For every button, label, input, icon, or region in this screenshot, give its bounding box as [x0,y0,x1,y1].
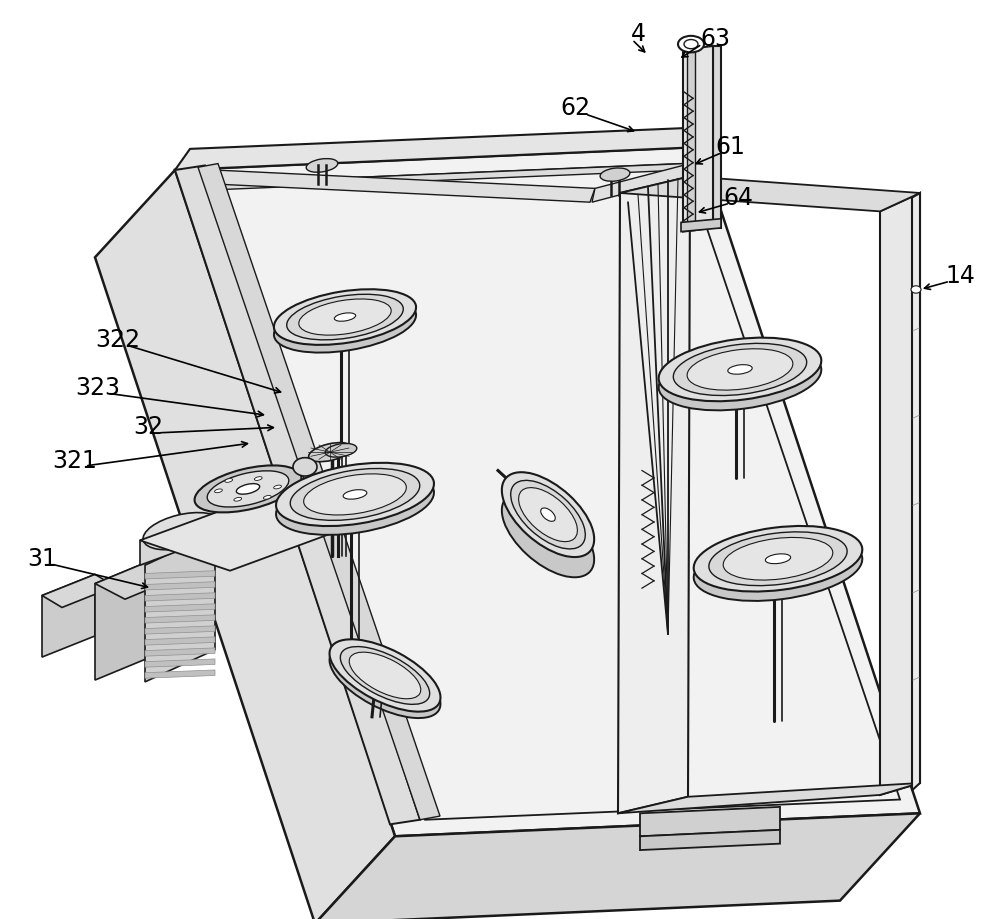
Ellipse shape [600,168,630,181]
Text: 64: 64 [723,186,753,210]
Polygon shape [880,193,920,795]
Polygon shape [618,783,920,813]
Ellipse shape [299,299,391,335]
Ellipse shape [684,40,698,49]
Polygon shape [145,604,215,612]
Ellipse shape [276,471,434,535]
Polygon shape [145,615,215,623]
Ellipse shape [207,471,289,507]
Polygon shape [145,593,215,601]
Ellipse shape [290,469,420,520]
Ellipse shape [234,497,242,501]
Polygon shape [145,659,215,667]
Polygon shape [315,813,920,919]
Ellipse shape [325,444,357,457]
Polygon shape [681,219,721,232]
Polygon shape [145,582,215,590]
Text: 62: 62 [560,96,590,120]
Ellipse shape [673,344,807,395]
Ellipse shape [502,472,594,557]
Polygon shape [912,193,920,790]
Ellipse shape [330,640,440,711]
Polygon shape [42,574,95,657]
Polygon shape [592,164,690,202]
Ellipse shape [694,526,862,592]
Text: 14: 14 [945,264,975,288]
Text: 323: 323 [76,376,120,400]
Text: 32: 32 [133,415,163,439]
Ellipse shape [287,294,403,340]
Polygon shape [713,46,721,228]
Ellipse shape [274,297,416,353]
Ellipse shape [728,365,752,374]
Polygon shape [620,176,920,211]
Ellipse shape [330,646,440,718]
Polygon shape [640,807,780,836]
Ellipse shape [541,508,555,521]
Polygon shape [175,165,420,824]
Text: 4: 4 [631,22,646,46]
Ellipse shape [276,463,434,526]
Ellipse shape [263,495,271,499]
Ellipse shape [304,474,406,515]
Polygon shape [145,670,215,678]
Polygon shape [198,164,440,820]
Ellipse shape [225,479,233,482]
Polygon shape [95,559,185,599]
Polygon shape [618,176,690,813]
Ellipse shape [274,289,416,345]
Ellipse shape [343,490,367,499]
Text: 321: 321 [53,449,97,473]
Ellipse shape [215,489,222,493]
Ellipse shape [306,159,338,172]
Ellipse shape [659,337,821,402]
Polygon shape [95,559,155,680]
Ellipse shape [678,36,704,52]
Polygon shape [140,489,370,571]
Text: 31: 31 [27,547,57,571]
Polygon shape [640,830,780,850]
Ellipse shape [309,443,351,461]
Polygon shape [145,533,215,682]
Ellipse shape [723,538,833,580]
Polygon shape [42,574,115,607]
Polygon shape [145,571,215,579]
Ellipse shape [236,483,260,494]
Ellipse shape [254,477,262,481]
Ellipse shape [502,493,594,577]
Polygon shape [683,46,713,232]
Ellipse shape [765,554,791,563]
Text: 61: 61 [715,135,745,159]
Ellipse shape [195,465,301,513]
Ellipse shape [911,286,921,293]
Polygon shape [145,637,215,645]
Ellipse shape [293,458,317,476]
Ellipse shape [659,346,821,411]
Ellipse shape [340,647,430,704]
Ellipse shape [511,481,585,549]
Polygon shape [145,648,215,656]
Polygon shape [210,170,595,202]
Text: 63: 63 [700,27,730,51]
Ellipse shape [687,349,793,390]
Ellipse shape [143,513,221,550]
Polygon shape [175,147,920,836]
Polygon shape [687,51,695,230]
Polygon shape [175,127,715,170]
Ellipse shape [694,536,862,601]
Polygon shape [95,170,395,919]
Ellipse shape [709,532,847,585]
Polygon shape [205,164,685,190]
Ellipse shape [349,652,421,698]
Ellipse shape [519,488,577,541]
Ellipse shape [274,485,281,489]
Text: 322: 322 [96,328,140,352]
Polygon shape [145,626,215,634]
Polygon shape [140,489,280,565]
Ellipse shape [334,312,356,322]
